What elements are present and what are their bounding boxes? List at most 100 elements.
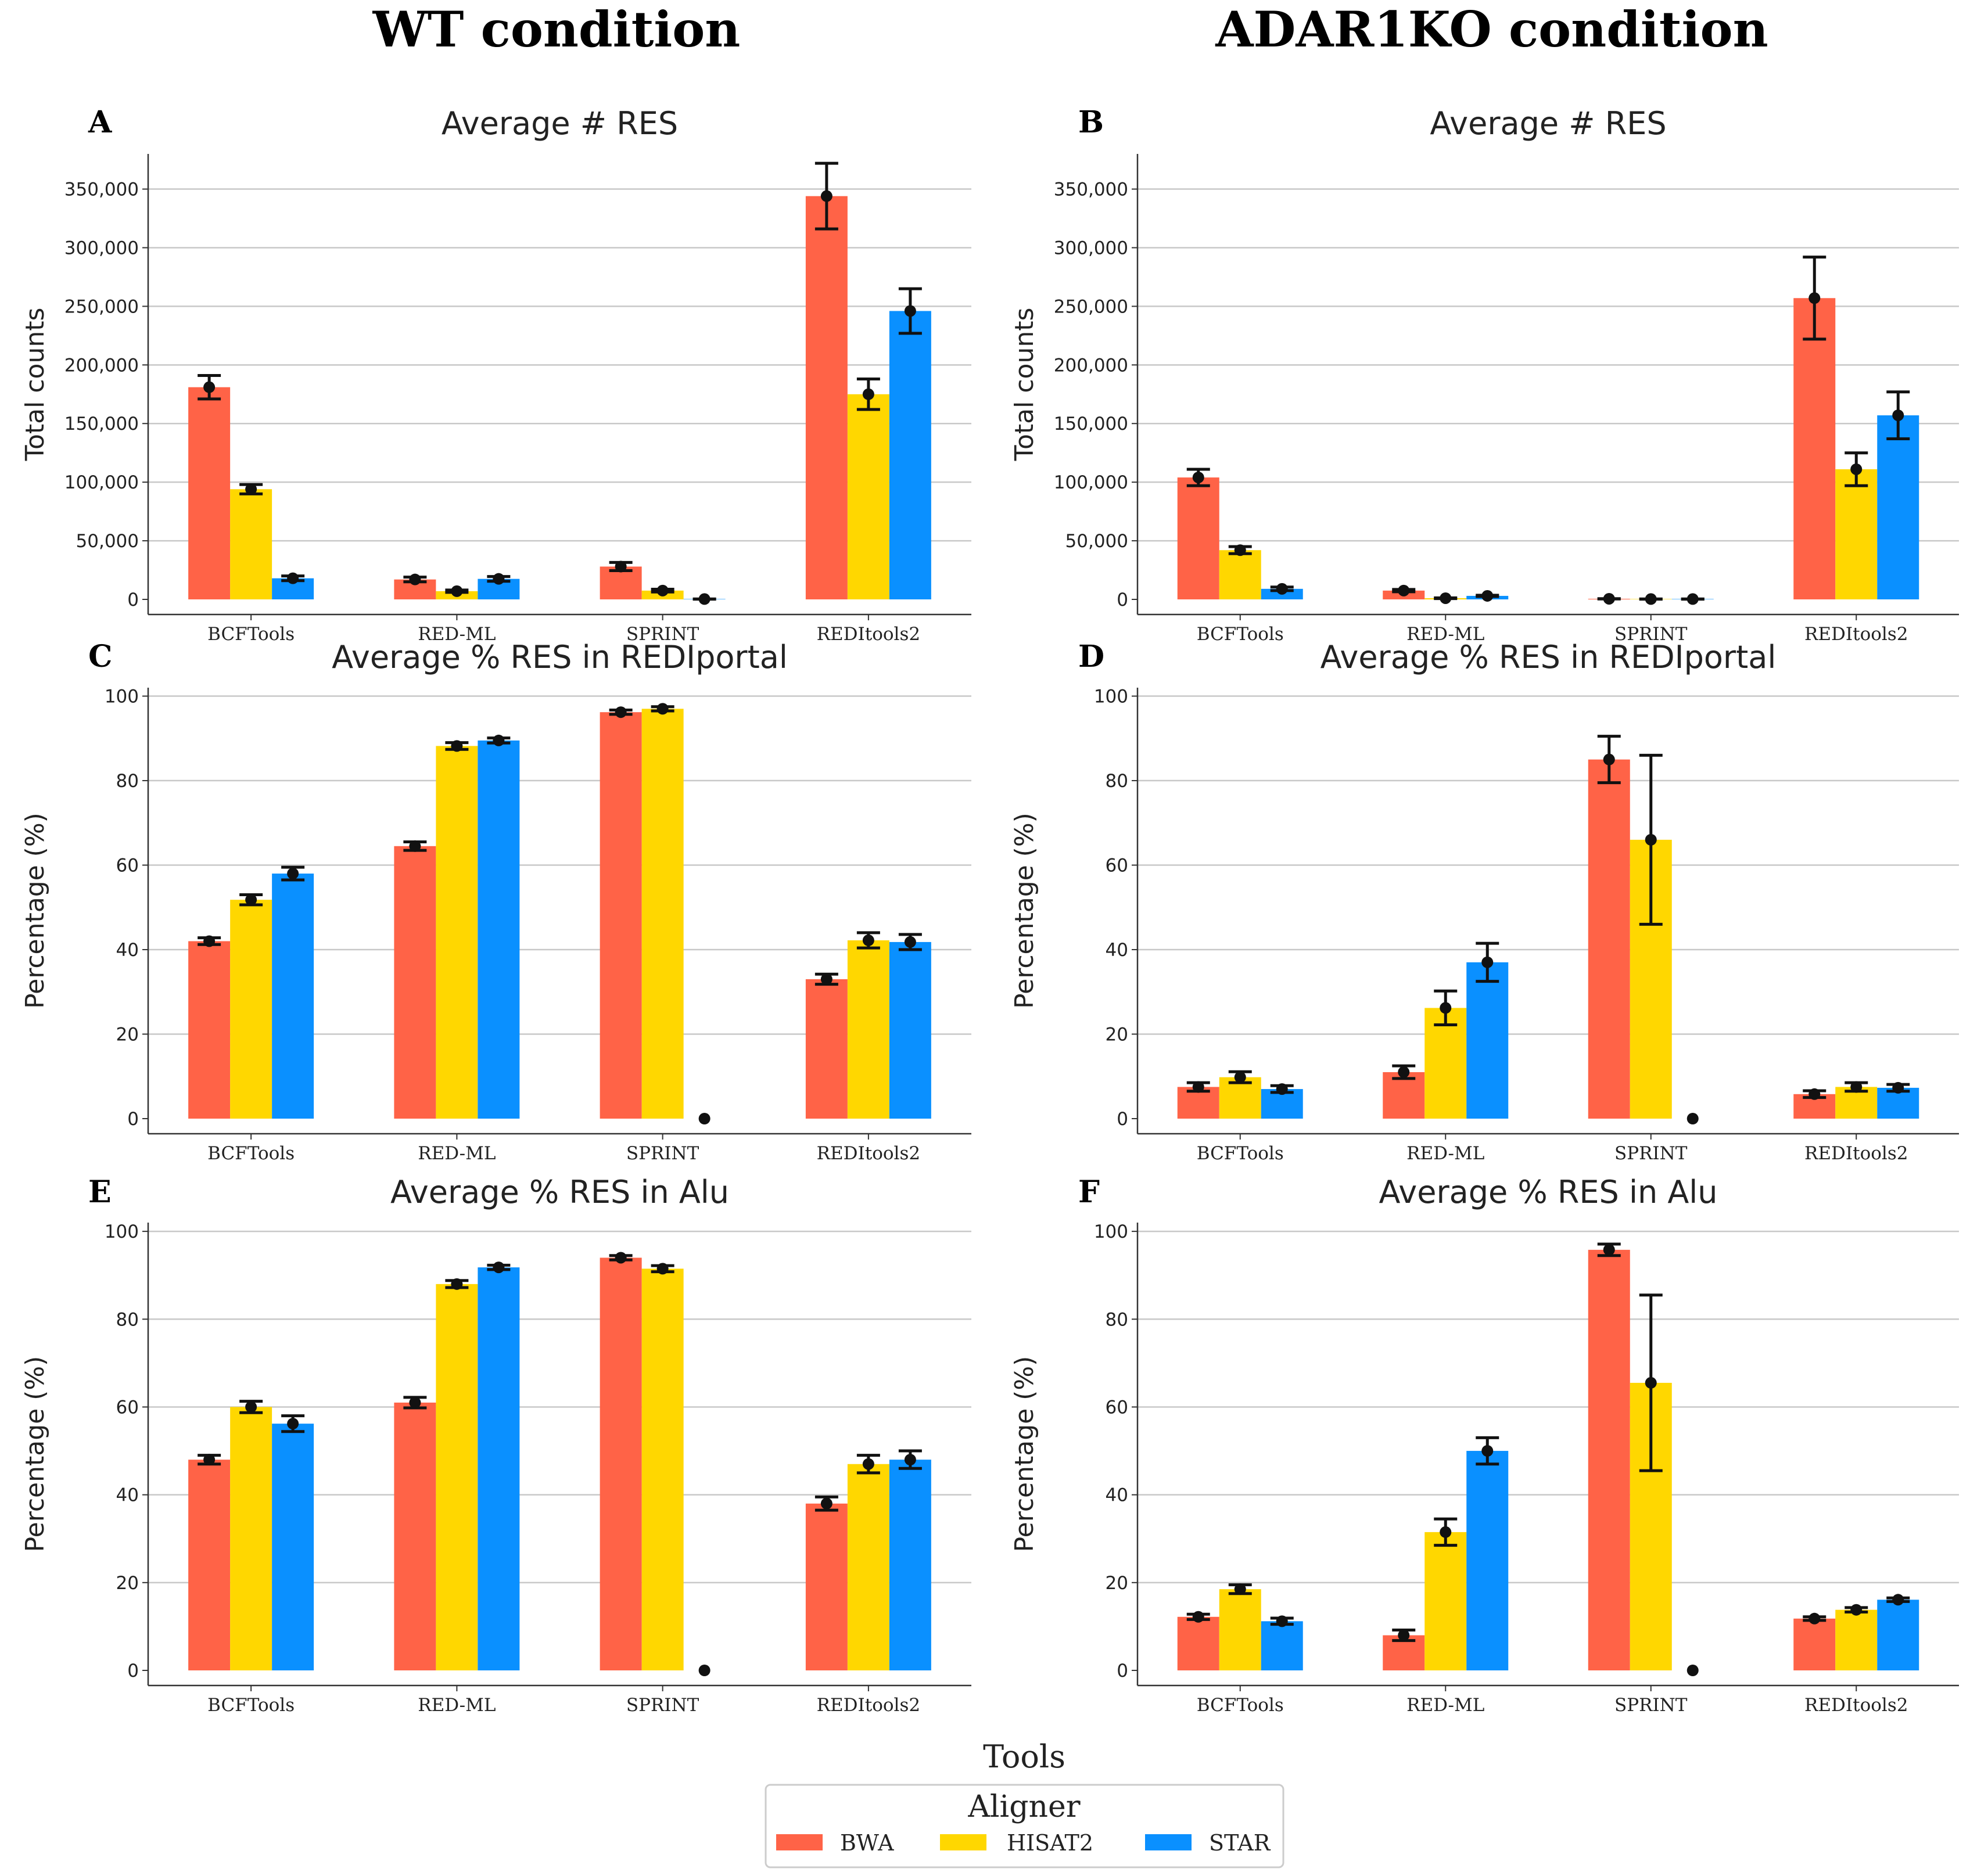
- mean-point: [1603, 1244, 1615, 1256]
- bar-bcftools-bwa: [188, 1460, 231, 1670]
- y-tick-label: 80: [1106, 771, 1128, 792]
- mean-point: [1603, 753, 1615, 766]
- mean-point: [615, 560, 627, 573]
- x-tick-label: RED-ML: [418, 1143, 496, 1164]
- bar-red-ml-hisat2: [436, 746, 478, 1119]
- legend-label-hisat2: HISAT2: [1007, 1830, 1093, 1856]
- panel-letter-e: E: [88, 1174, 112, 1210]
- mean-point: [862, 935, 874, 947]
- mean-point: [1645, 1377, 1657, 1389]
- chart-panels: A Average # RES 0 50,000 100,000 150,000 200,0…: [20, 105, 1959, 1716]
- mean-point: [203, 935, 216, 947]
- y-tick-label: 80: [116, 1309, 139, 1330]
- panel-a: A Average # RES 0 50,000 100,000 150,000 200,0…: [20, 105, 971, 645]
- y-tick-label: 20: [1106, 1025, 1128, 1045]
- panel-f: F Average % RES in Alu 0 20 40 60 80 100 Percent…: [1010, 1174, 1959, 1716]
- panel-letter-b: B: [1078, 105, 1104, 140]
- bar-red-ml-star: [478, 740, 520, 1119]
- mean-point: [1808, 1088, 1821, 1100]
- x-tick-label: SPRINT: [1614, 624, 1688, 645]
- panel-b: B Average # RES 0 50,000 100,000 150,000 200,0…: [1010, 105, 1959, 645]
- mean-point: [409, 1396, 421, 1408]
- mean-point: [203, 381, 216, 393]
- y-tick-label: 20: [116, 1025, 139, 1045]
- y-tick-label: 100,000: [64, 472, 139, 493]
- chart-title-b: Average # RES: [1430, 105, 1666, 142]
- y-axis-label-a: Total counts: [20, 308, 50, 462]
- mean-point: [1440, 592, 1452, 604]
- x-tick-label: BCFTools: [207, 1143, 295, 1164]
- mean-point: [698, 1665, 711, 1676]
- mean-point: [1276, 1615, 1288, 1627]
- mean-point: [1481, 1445, 1494, 1457]
- panel-e: E Average % RES in Alu 0 20 40 60 80 100 Percent…: [20, 1174, 971, 1716]
- mean-point: [698, 1113, 711, 1124]
- y-tick-label: 20: [1106, 1573, 1128, 1594]
- mean-point: [1234, 544, 1246, 556]
- bar-sprint-bwa: [600, 712, 642, 1119]
- bar-reditools2-star: [889, 941, 931, 1119]
- bar-reditools2-hisat2: [1835, 1609, 1878, 1670]
- y-tick-label: 40: [116, 1485, 139, 1506]
- bar-red-ml-star: [1466, 962, 1509, 1119]
- mean-point: [1603, 592, 1615, 605]
- mean-point: [820, 190, 833, 202]
- y-tick-label: 200,000: [1054, 355, 1128, 376]
- mean-point: [451, 585, 463, 597]
- mean-point: [862, 388, 874, 400]
- x-tick-label: RED-ML: [418, 1695, 496, 1716]
- y-tick-label: 60: [1106, 1397, 1128, 1418]
- y-tick-label: 40: [1106, 1485, 1128, 1506]
- mean-point: [493, 734, 505, 746]
- x-tick-label: SPRINT: [626, 1695, 699, 1716]
- bar-reditools2-star: [889, 311, 931, 599]
- x-tick-label: REDItools2: [817, 1695, 920, 1716]
- bar-sprint-bwa: [600, 1257, 642, 1670]
- panel-letter-d: D: [1078, 639, 1104, 674]
- bar-bcftools-hisat2: [230, 900, 272, 1119]
- bar-bcftools-hisat2: [1219, 1589, 1261, 1670]
- bar-red-ml-star: [1466, 1451, 1509, 1670]
- bar-sprint-bwa: [1588, 1249, 1630, 1670]
- y-tick-label: 80: [116, 771, 139, 792]
- mean-point: [1192, 1611, 1204, 1623]
- mean-point: [287, 868, 299, 880]
- y-axis-label-b: Total counts: [1010, 308, 1039, 462]
- mean-point: [1481, 590, 1494, 602]
- legend-label-bwa: BWA: [840, 1830, 894, 1856]
- column-title-adar1ko: ADAR1KO condition: [1215, 1, 1768, 58]
- y-axis-label-e: Percentage (%): [20, 1356, 50, 1552]
- mean-point: [904, 936, 916, 948]
- mean-point: [245, 894, 257, 906]
- x-tick-label: REDItools2: [1804, 1695, 1908, 1716]
- mean-point: [451, 740, 463, 752]
- mean-point: [245, 1401, 257, 1413]
- y-tick-label: 40: [1106, 940, 1128, 961]
- bar-reditools2-bwa: [805, 196, 848, 599]
- y-tick-label: 0: [1117, 1109, 1128, 1130]
- mean-point: [1398, 584, 1410, 596]
- bar-bcftools-star: [1261, 1621, 1303, 1670]
- y-axis-label-d: Percentage (%): [1010, 813, 1039, 1009]
- legend-swatch-hisat2: [940, 1834, 986, 1850]
- x-tick-label: SPRINT: [626, 1143, 699, 1164]
- panel-c: C Average % RES in REDIportal 0 20 40 60 80 100…: [20, 639, 971, 1164]
- y-tick-label: 40: [116, 940, 139, 961]
- bar-red-ml-star: [478, 1267, 520, 1670]
- bar-red-ml-bwa: [394, 846, 436, 1119]
- mean-point: [1892, 1081, 1904, 1094]
- mean-point: [1892, 1594, 1904, 1606]
- chart-title-c: Average % RES in REDIportal: [332, 639, 788, 675]
- y-tick-label: 100: [105, 1221, 139, 1242]
- bar-bcftools-hisat2: [230, 1407, 272, 1670]
- chart-title-f: Average % RES in Alu: [1379, 1174, 1717, 1210]
- chart-title-a: Average # RES: [442, 105, 678, 142]
- mean-point: [698, 593, 711, 605]
- bar-bcftools-bwa: [188, 941, 231, 1119]
- y-tick-label: 350,000: [1054, 179, 1128, 200]
- bar-reditools2-bwa: [1793, 298, 1836, 599]
- chart-title-d: Average % RES in REDIportal: [1320, 639, 1777, 675]
- y-tick-label: 150,000: [1054, 414, 1128, 434]
- x-tick-label: BCFTools: [1197, 1143, 1284, 1164]
- y-tick-label: 0: [127, 1661, 139, 1681]
